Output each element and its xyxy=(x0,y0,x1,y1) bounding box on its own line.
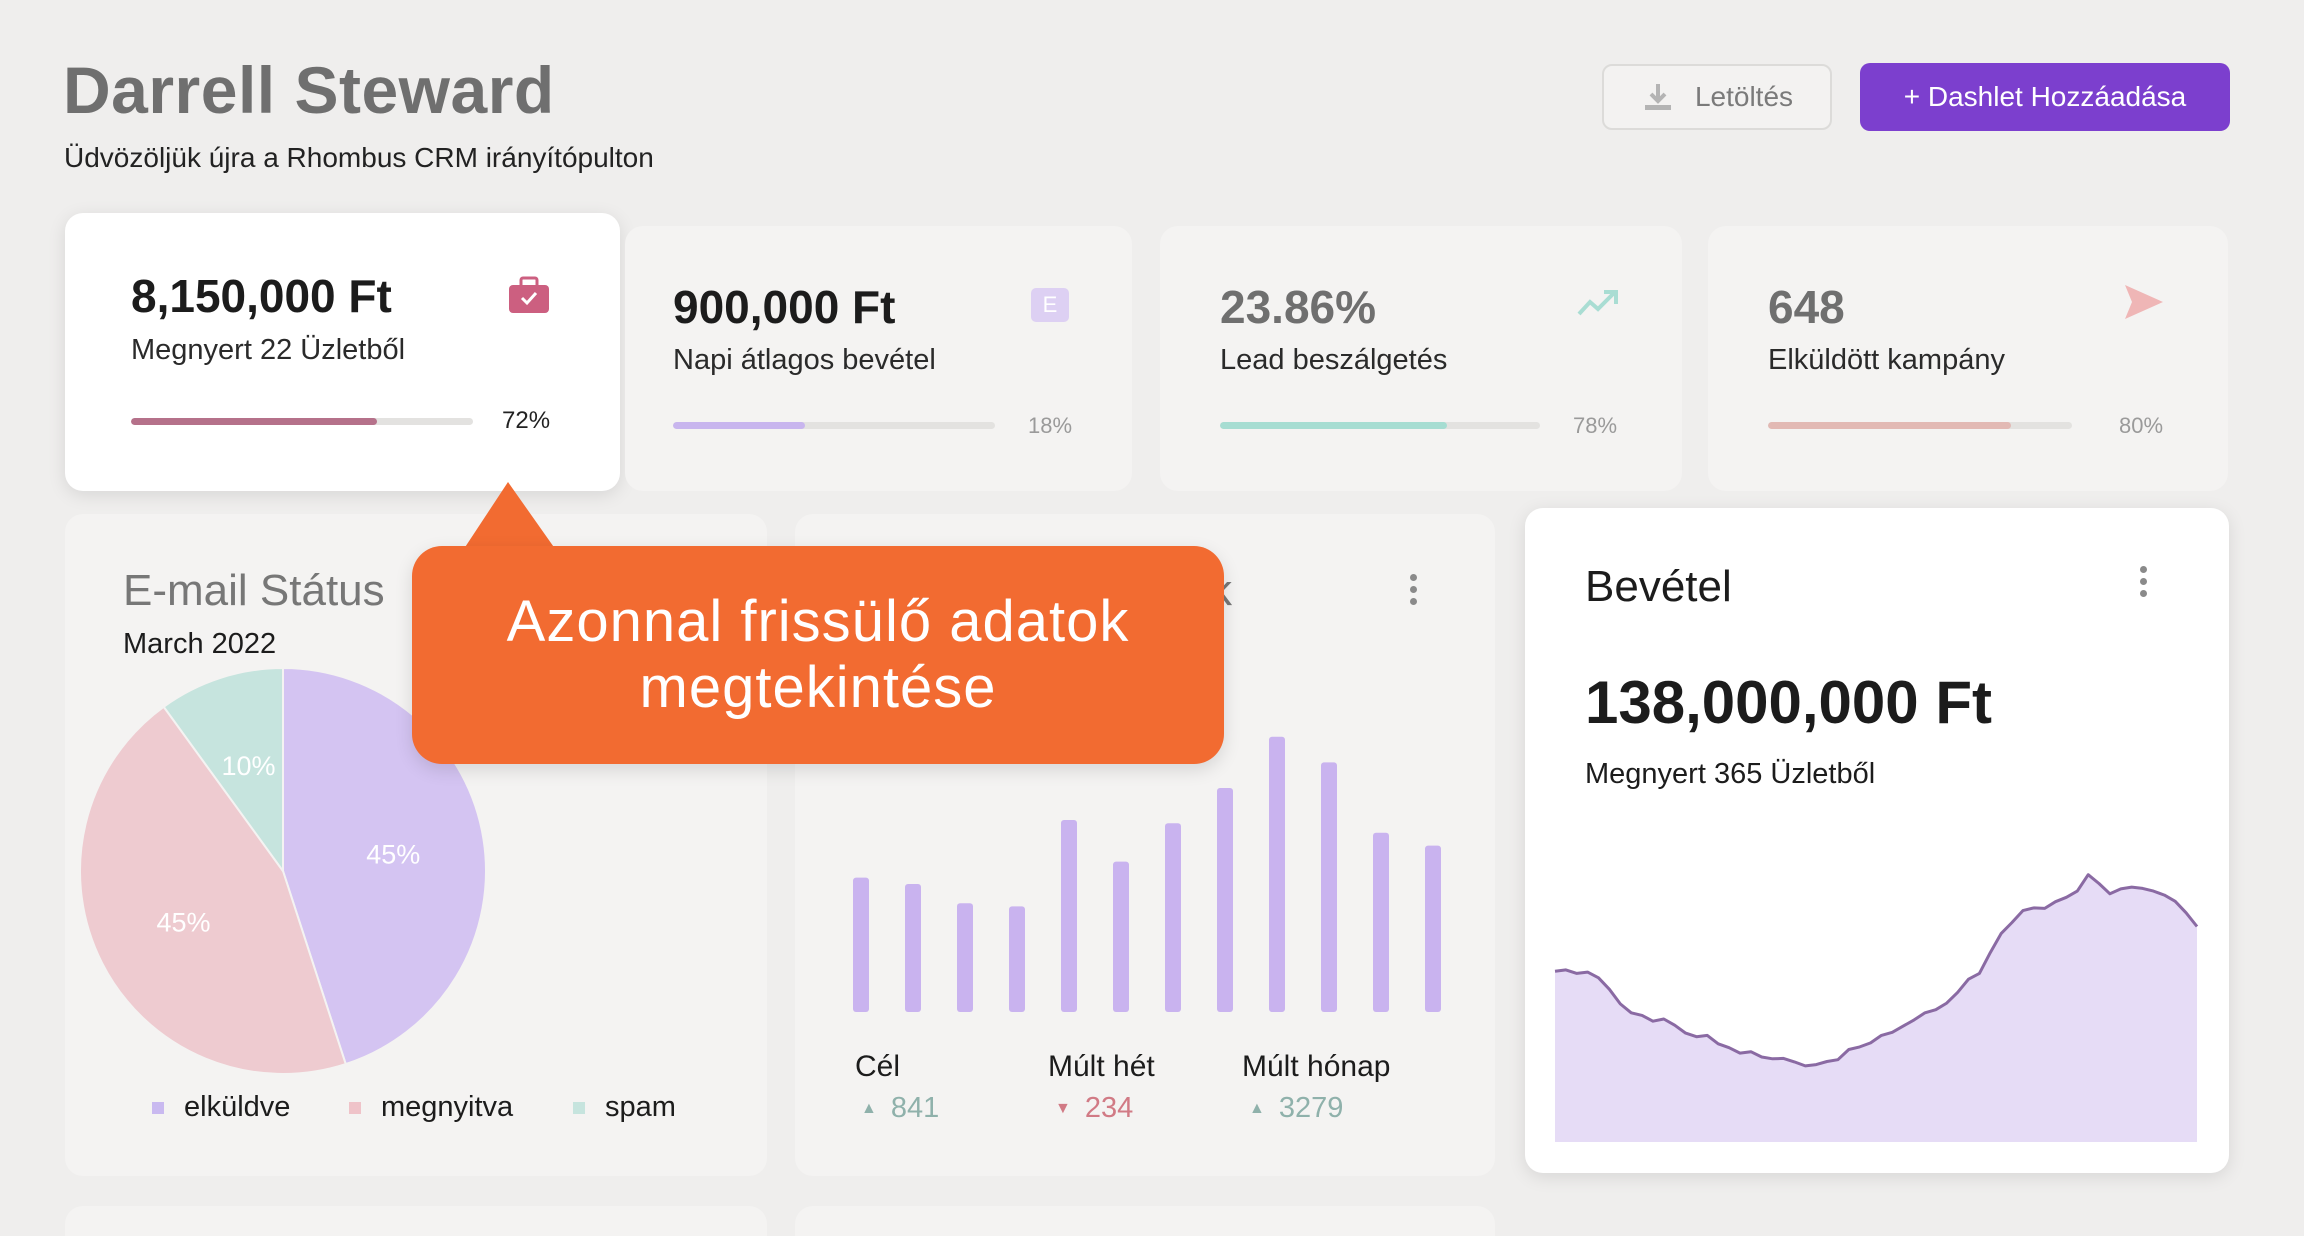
legend-swatch xyxy=(152,1101,164,1114)
kpi-value: 648 xyxy=(1768,281,1845,333)
bar-7 xyxy=(1165,823,1181,1012)
pie-label: 45% xyxy=(366,840,420,870)
kpi-progress-bar xyxy=(1768,422,2072,429)
legend-swatch xyxy=(573,1101,585,1114)
revenue-value: 138,000,000 Ft xyxy=(1585,669,1992,736)
bar-2 xyxy=(905,884,921,1012)
e-badge-icon: E xyxy=(1031,288,1069,322)
download-icon xyxy=(1644,84,1671,110)
legend-item-sent: elküldve xyxy=(152,1091,290,1124)
bar-3 xyxy=(957,903,973,1012)
stat-value-target: ▲ 841 xyxy=(861,1092,939,1125)
stat-number: 3279 xyxy=(1278,1092,1344,1124)
legend-label: spam xyxy=(605,1091,676,1123)
send-icon xyxy=(2125,285,2163,319)
bar-5 xyxy=(1061,820,1077,1012)
kpi-card-sent-campaigns[interactable]: 648 Elküldött kampány 80% xyxy=(1708,226,2228,491)
card-title: E-mail Státus xyxy=(123,566,385,615)
bar-8 xyxy=(1217,788,1233,1012)
callout-line-1: Azonnal frissülő adatok xyxy=(506,589,1130,654)
bar-11 xyxy=(1373,832,1389,1012)
pie-slice-elküldve xyxy=(282,666,487,1066)
kpi-card-won-deals[interactable]: 8,150,000 Ft Megnyert 22 Üzletből 72% xyxy=(65,213,620,491)
stat-label: Múlt hét xyxy=(1048,1050,1155,1083)
bar-1 xyxy=(853,877,869,1012)
bar-12 xyxy=(1425,845,1441,1012)
pie-label: 45% xyxy=(156,908,210,938)
next-card-stub xyxy=(65,1206,767,1236)
kpi-progress-fill xyxy=(1220,422,1448,429)
kpi-percent: 72% xyxy=(502,407,551,434)
kpi-value: 23.86% xyxy=(1220,281,1377,333)
trending-up-icon xyxy=(1577,290,1618,316)
stat-value-last-month: ▲ 3279 xyxy=(1249,1092,1343,1125)
revenue-area-chart xyxy=(1554,873,2199,1142)
weekly-bar-chart xyxy=(853,736,1441,1012)
page-title: Darrell Steward xyxy=(63,53,555,127)
arrow-down-icon: ▼ xyxy=(1055,1099,1071,1117)
legend-item-opened: megnyitva xyxy=(349,1091,513,1124)
kpi-progress-fill xyxy=(131,418,378,425)
stat-label: Cél xyxy=(855,1050,901,1083)
email-status-pie-chart: 45% 45% 10% xyxy=(79,666,487,1075)
bar-4 xyxy=(1009,906,1025,1012)
kpi-percent: 18% xyxy=(1028,413,1073,438)
revenue-card: Bevétel 138,000,000 Ft Megnyert 365 Üzle… xyxy=(1525,508,2229,1173)
legend-item-spam: spam xyxy=(573,1091,676,1124)
download-label: Letöltés xyxy=(1694,81,1794,112)
kpi-label: Napi átlagos bevétel xyxy=(673,344,936,376)
kpi-progress-fill xyxy=(673,422,806,429)
callout-line-2: megtekintése xyxy=(639,655,997,720)
arrow-up-icon: ▲ xyxy=(1249,1099,1265,1117)
kpi-label: Megnyert 22 Üzletből xyxy=(131,334,406,366)
kpi-card-daily-revenue[interactable]: 900,000 Ft Napi átlagos bevétel E 18% xyxy=(625,226,1132,491)
bar-9 xyxy=(1269,736,1285,1012)
briefcase-icon xyxy=(509,276,549,313)
kpi-label: Elküldött kampány xyxy=(1768,344,2005,376)
kpi-progress-bar xyxy=(673,422,995,429)
area-line xyxy=(1554,873,2199,1068)
kpi-progress-fill xyxy=(1768,422,2012,429)
legend-swatch xyxy=(349,1101,361,1114)
stat-number: 841 xyxy=(890,1092,940,1124)
kpi-progress-bar xyxy=(1220,422,1540,429)
kpi-percent: 78% xyxy=(1573,413,1618,438)
area-fill xyxy=(1555,874,2197,1142)
page-subtitle: Üdvözöljük újra a Rhombus CRM irányítópu… xyxy=(64,142,654,173)
bar-10 xyxy=(1321,762,1337,1012)
e-badge-letter: E xyxy=(1042,292,1058,317)
next-card-stub xyxy=(795,1206,1495,1236)
pie-slice-spam xyxy=(162,666,284,875)
pie-label: 10% xyxy=(221,751,275,781)
kpi-percent: 80% xyxy=(2119,413,2164,438)
download-button[interactable]: Letöltés xyxy=(1602,64,1832,130)
kpi-value: 900,000 Ft xyxy=(673,281,896,333)
card-title: Bevétel xyxy=(1585,562,1732,611)
kpi-card-lead-conversion[interactable]: 23.86% Lead beszálgetés 78% xyxy=(1160,226,1682,491)
stat-label: Múlt hónap xyxy=(1242,1050,1391,1083)
arrow-up-icon: ▲ xyxy=(861,1099,877,1117)
kpi-value: 8,150,000 Ft xyxy=(131,270,392,322)
kpi-label: Lead beszálgetés xyxy=(1220,344,1448,376)
card-subtitle: March 2022 xyxy=(123,628,277,660)
legend-label: megnyitva xyxy=(381,1091,514,1123)
bar-6 xyxy=(1113,861,1129,1012)
stat-value-last-week: ▼ 234 xyxy=(1055,1092,1133,1125)
more-options-icon[interactable] xyxy=(2138,566,2148,602)
kpi-progress-bar xyxy=(131,418,473,425)
legend-label: elküldve xyxy=(184,1091,291,1123)
more-options-icon[interactable] xyxy=(1408,574,1418,610)
add-dashlet-button[interactable]: + Dashlet Hozzáadása xyxy=(1860,63,2230,131)
stat-number: 234 xyxy=(1084,1092,1134,1124)
pie-slice-megnyitva xyxy=(79,705,347,1075)
callout-banner: Azonnal frissülő adatok megtekintése xyxy=(412,546,1224,764)
revenue-label: Megnyert 365 Üzletből xyxy=(1585,758,1876,790)
